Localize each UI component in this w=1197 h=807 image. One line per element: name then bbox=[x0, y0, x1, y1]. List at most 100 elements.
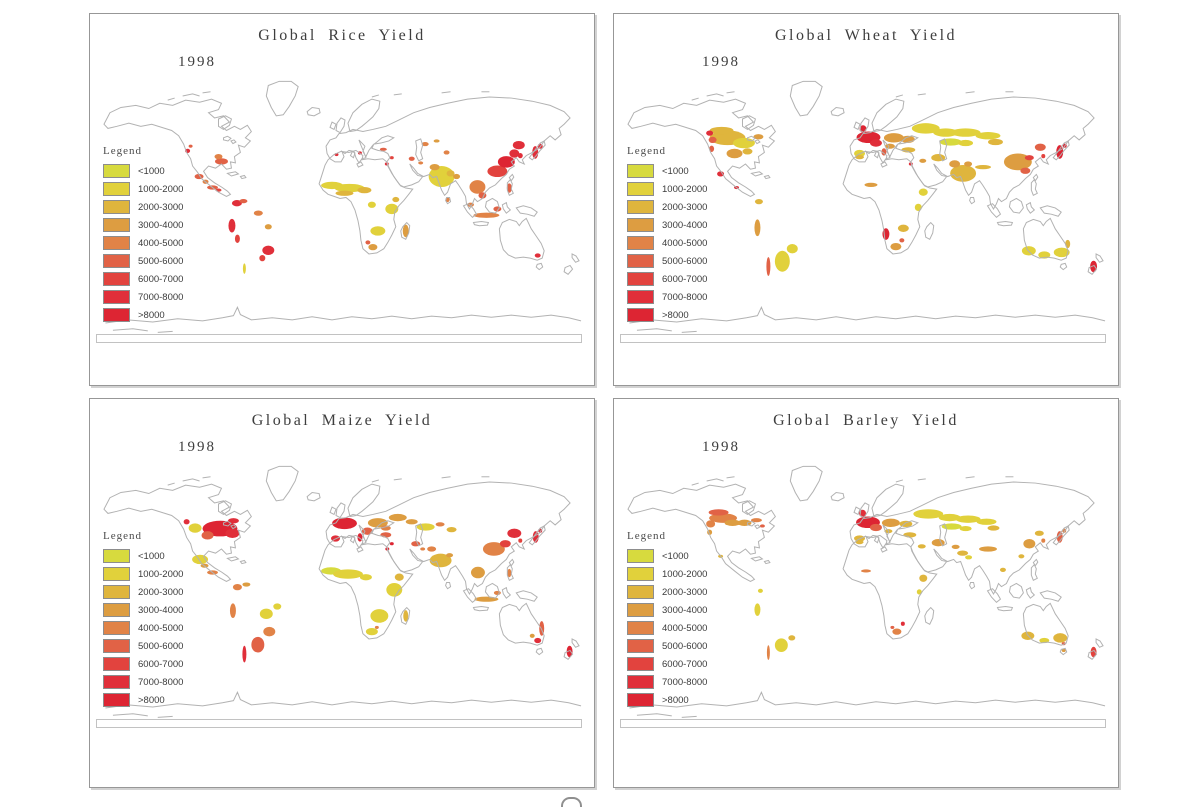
legend-swatch bbox=[627, 567, 654, 581]
coastline bbox=[326, 97, 570, 209]
legend-swatch bbox=[103, 182, 130, 196]
coastline bbox=[860, 503, 869, 518]
coastline bbox=[881, 547, 887, 552]
legend-label: 5000-6000 bbox=[662, 255, 708, 267]
yield-patch bbox=[1023, 539, 1036, 549]
coastline bbox=[227, 557, 238, 561]
yield-patch bbox=[370, 226, 386, 236]
coastline bbox=[319, 150, 413, 254]
legend-swatch bbox=[627, 218, 654, 232]
coastline bbox=[707, 94, 724, 96]
legend-label: 7000-8000 bbox=[662, 291, 708, 303]
yield-patch bbox=[916, 589, 922, 595]
coastline bbox=[372, 95, 379, 97]
coastline bbox=[350, 151, 354, 157]
yield-patch bbox=[512, 140, 525, 150]
coastline bbox=[105, 692, 581, 708]
legend-swatch bbox=[627, 657, 654, 671]
legend-item: 6000-7000 bbox=[627, 270, 747, 288]
yield-patch bbox=[965, 555, 973, 560]
coastline bbox=[357, 162, 363, 167]
panel-year: 1998 bbox=[178, 439, 216, 455]
yield-patch bbox=[201, 531, 214, 540]
legend-swatch bbox=[627, 639, 654, 653]
partial-caption-glyph bbox=[561, 797, 582, 807]
yield-patch bbox=[958, 139, 974, 147]
panel-year: 1998 bbox=[702, 54, 740, 70]
legend-item: 7000-8000 bbox=[103, 673, 223, 691]
yield-patch bbox=[899, 238, 905, 243]
legend-swatch bbox=[627, 308, 654, 322]
panel-title: Global Wheat Yield bbox=[774, 27, 958, 44]
coastline bbox=[1096, 254, 1103, 262]
legend-label: <1000 bbox=[138, 550, 165, 562]
coastline bbox=[499, 603, 544, 645]
coastline bbox=[872, 484, 904, 516]
yield-patch bbox=[368, 244, 378, 251]
yield-patch bbox=[507, 568, 512, 578]
coastline bbox=[1026, 588, 1034, 598]
coastline bbox=[348, 99, 380, 131]
yield-patch bbox=[469, 180, 486, 194]
map-panel-rice: Global Rice Yield 1998 Legend <1000 1000-… bbox=[89, 13, 595, 386]
yield-patch bbox=[242, 582, 251, 587]
legend-swatch bbox=[103, 675, 130, 689]
coastline bbox=[1023, 218, 1068, 260]
yield-patch bbox=[917, 544, 926, 549]
yield-patch bbox=[1034, 530, 1044, 536]
map-panel-wheat: Global Wheat Yield 1998 Legend <1000 1000… bbox=[613, 13, 1119, 386]
coastline bbox=[401, 608, 410, 625]
legend-swatch bbox=[103, 236, 130, 250]
legend-label: <1000 bbox=[662, 165, 689, 177]
yield-patch bbox=[1041, 538, 1046, 543]
yield-patch bbox=[263, 626, 276, 637]
yield-patch bbox=[742, 148, 753, 155]
yield-patch bbox=[1041, 154, 1046, 159]
coastline bbox=[682, 331, 697, 332]
yield-patch bbox=[754, 603, 761, 616]
legend-items: <1000 1000-2000 2000-3000 3000-4000 4000-500… bbox=[627, 547, 747, 709]
yield-patch bbox=[949, 160, 961, 168]
coastline bbox=[231, 525, 236, 529]
legend-label: 4000-5000 bbox=[138, 237, 184, 249]
yield-patch bbox=[1056, 145, 1064, 159]
yield-patch bbox=[232, 584, 242, 591]
panel-title: Global Barley Yield bbox=[773, 412, 959, 429]
coastline bbox=[637, 329, 672, 331]
legend-label: 2000-3000 bbox=[138, 201, 184, 213]
panel-year: 1998 bbox=[178, 54, 216, 70]
yield-patch bbox=[892, 628, 902, 635]
yield-patch bbox=[446, 553, 454, 558]
yield-patch bbox=[379, 147, 387, 151]
coastline bbox=[764, 560, 769, 563]
yield-patch bbox=[365, 240, 371, 245]
map-legend: Legend <1000 1000-2000 2000-3000 3000-4000 4… bbox=[627, 145, 747, 324]
yield-patch bbox=[759, 524, 765, 528]
legend-item: 5000-6000 bbox=[627, 252, 747, 270]
coastline bbox=[1060, 263, 1066, 269]
legend-title: Legend bbox=[627, 530, 666, 542]
legend-item: 6000-7000 bbox=[103, 655, 223, 673]
yield-patch bbox=[1034, 143, 1046, 151]
yield-patch bbox=[900, 621, 905, 626]
yield-patch bbox=[883, 133, 904, 143]
yield-patch bbox=[534, 253, 541, 258]
yield-patch bbox=[951, 544, 960, 549]
world-map bbox=[617, 459, 1115, 731]
coastline bbox=[790, 81, 822, 116]
yield-patch bbox=[1018, 554, 1025, 559]
legend-item: 2000-3000 bbox=[627, 583, 747, 601]
legend-label: 2000-3000 bbox=[662, 586, 708, 598]
coastline bbox=[502, 588, 510, 598]
yield-patch bbox=[897, 224, 909, 232]
coastline bbox=[682, 716, 697, 717]
coastline bbox=[529, 526, 545, 545]
legend-label: 7000-8000 bbox=[662, 676, 708, 688]
yield-patch bbox=[708, 136, 717, 144]
legend-label: 3000-4000 bbox=[662, 604, 708, 616]
coastline bbox=[1031, 565, 1037, 581]
yield-patch bbox=[709, 126, 734, 135]
legend-item: 2000-3000 bbox=[103, 583, 223, 601]
legend-item: 3000-4000 bbox=[103, 601, 223, 619]
